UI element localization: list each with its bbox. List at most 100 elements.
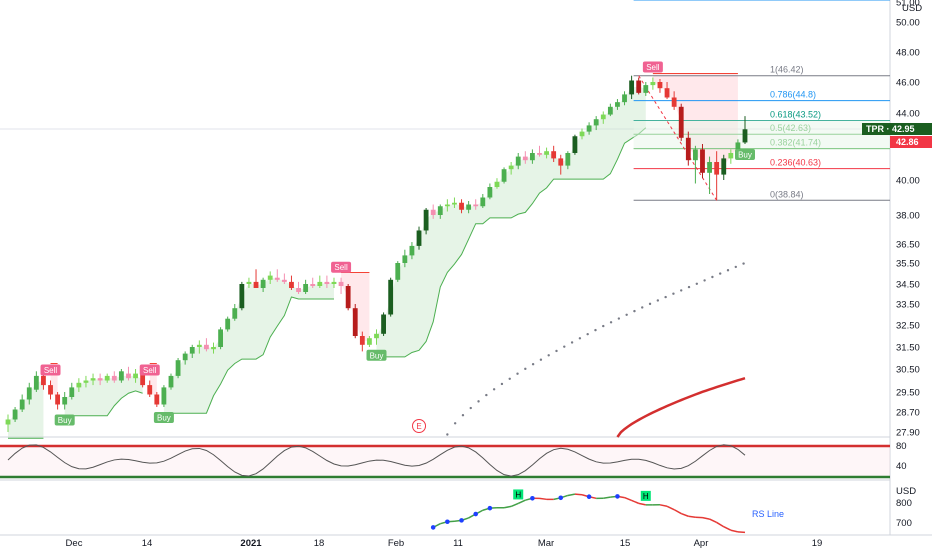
candle-body[interactable] [168, 375, 174, 388]
candle-body[interactable] [544, 151, 549, 155]
candle-body[interactable] [204, 344, 209, 350]
candle-body[interactable] [494, 181, 500, 187]
candle-body[interactable] [714, 162, 720, 175]
candle-body[interactable] [409, 245, 415, 256]
price-axis[interactable]: USD 51.0050.0048.0046.0044.0042.0040.003… [896, 0, 922, 439]
candle-body[interactable] [636, 80, 642, 93]
candle-body[interactable] [515, 156, 521, 166]
candle-body[interactable] [629, 80, 635, 95]
candle-body[interactable] [118, 371, 124, 381]
candle-body[interactable] [529, 153, 535, 161]
candle-body[interactable] [586, 125, 592, 132]
candle-body[interactable] [303, 284, 309, 292]
candle-body[interactable] [664, 88, 670, 98]
sell-signal[interactable] [139, 364, 160, 376]
candle-body[interactable] [225, 318, 231, 330]
candle-body[interactable] [26, 387, 32, 400]
candle-body[interactable] [508, 165, 514, 170]
candle-body[interactable] [565, 153, 571, 166]
candle-body[interactable] [671, 97, 677, 107]
candle-body[interactable] [352, 308, 358, 336]
candle-body[interactable] [572, 136, 578, 153]
candle-body[interactable] [678, 106, 684, 138]
sell-signal[interactable] [40, 364, 61, 376]
candle-body[interactable] [735, 142, 741, 153]
candle-body[interactable] [721, 158, 727, 175]
candle-body[interactable] [395, 263, 401, 280]
candle-body[interactable] [232, 308, 238, 319]
candle-body[interactable] [296, 288, 301, 292]
candles-layer[interactable] [5, 75, 748, 432]
candle-body[interactable] [317, 281, 323, 286]
candle-body[interactable] [374, 333, 379, 339]
candle-body[interactable] [657, 82, 663, 89]
candle-body[interactable] [487, 187, 493, 198]
candle-body[interactable] [416, 230, 422, 246]
candle-body[interactable] [140, 373, 146, 386]
candle-body[interactable] [700, 149, 705, 173]
sell-signal[interactable] [642, 61, 663, 73]
candle-body[interactable] [437, 206, 443, 215]
candle-body[interactable] [12, 409, 18, 420]
candle-body[interactable] [55, 394, 61, 405]
candle-body[interactable] [522, 156, 528, 161]
time-axis[interactable]: Dec 14 2021 18 Feb 11 Mar 15 Apr 19 [66, 538, 823, 549]
candle-body[interactable] [345, 286, 351, 309]
candle-body[interactable] [76, 382, 82, 388]
candle-body[interactable] [289, 281, 294, 288]
candle-body[interactable] [615, 102, 620, 107]
candle-body[interactable] [69, 387, 75, 397]
candle-body[interactable] [444, 204, 450, 207]
candle-body[interactable] [147, 385, 153, 395]
candle-body[interactable] [459, 202, 464, 210]
candle-body[interactable] [211, 347, 216, 350]
candle-body[interactable] [161, 387, 167, 405]
candle-body[interactable] [19, 399, 25, 410]
candle-body[interactable] [104, 375, 110, 381]
candle-body[interactable] [381, 314, 386, 334]
candle-body[interactable] [111, 375, 117, 381]
candle-body[interactable] [97, 378, 103, 381]
candle-body[interactable] [218, 329, 224, 347]
candle-body[interactable] [480, 197, 486, 207]
candle-body[interactable] [62, 397, 68, 405]
candle-body[interactable] [253, 281, 259, 288]
candle-body[interactable] [692, 149, 698, 161]
candle-body[interactable] [402, 255, 408, 263]
candle-body[interactable] [452, 202, 457, 205]
candle-body[interactable] [310, 284, 316, 286]
candle-body[interactable] [430, 209, 436, 215]
buy-signal[interactable] [54, 414, 75, 426]
candle-body[interactable] [48, 385, 53, 395]
candle-body[interactable] [90, 378, 96, 381]
candle-body[interactable] [473, 204, 479, 207]
candle-body[interactable] [643, 85, 649, 93]
candle-body[interactable] [423, 209, 429, 231]
candle-body[interactable] [246, 281, 252, 284]
candle-body[interactable] [324, 281, 330, 284]
candle-body[interactable] [331, 281, 337, 284]
candle-body[interactable] [728, 153, 734, 159]
candle-body[interactable] [593, 119, 599, 126]
candle-body[interactable] [607, 106, 613, 115]
candle-body[interactable] [338, 281, 344, 286]
sell-signal[interactable] [331, 261, 352, 273]
candle-body[interactable] [274, 277, 280, 280]
candle-body[interactable] [501, 169, 507, 182]
candle-body[interactable] [622, 94, 627, 103]
candle-body[interactable] [707, 162, 712, 173]
main-pane[interactable] [0, 0, 932, 536]
candle-body[interactable] [175, 360, 181, 376]
candle-body[interactable] [388, 279, 394, 315]
candle-body[interactable] [466, 204, 472, 210]
candle-body[interactable] [189, 347, 195, 354]
candle-body[interactable] [685, 137, 691, 161]
candle-body[interactable] [600, 114, 606, 120]
candle-body[interactable] [41, 375, 46, 386]
candle-body[interactable] [650, 82, 656, 86]
candle-body[interactable] [182, 353, 188, 361]
candle-body[interactable] [83, 380, 89, 383]
buy-signal[interactable] [153, 412, 174, 423]
buy-signal[interactable] [366, 349, 387, 361]
candle-body[interactable] [359, 336, 365, 345]
